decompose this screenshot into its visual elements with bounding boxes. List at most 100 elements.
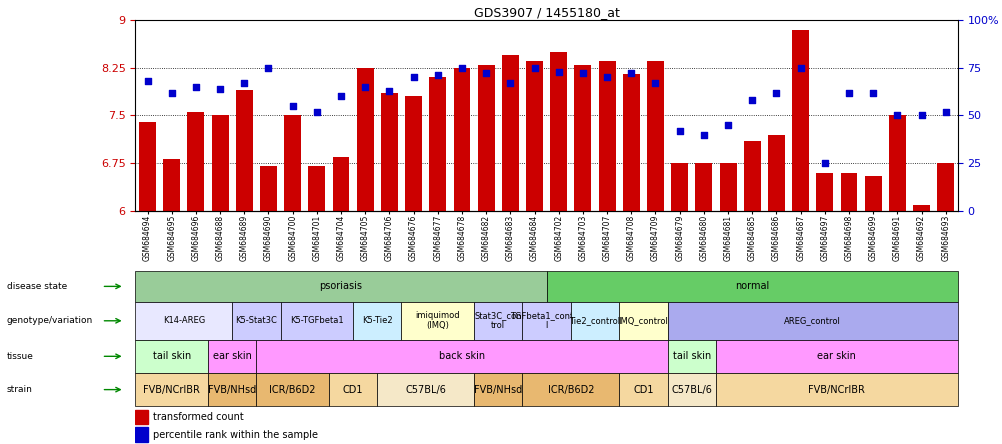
Point xyxy=(429,72,445,79)
Point xyxy=(719,122,735,129)
Point xyxy=(454,64,470,71)
Point xyxy=(865,89,881,96)
Point xyxy=(478,70,494,77)
Point xyxy=(405,74,421,81)
Bar xyxy=(670,163,687,211)
Point xyxy=(236,79,253,87)
Bar xyxy=(501,55,518,211)
Text: FVB/NHsd: FVB/NHsd xyxy=(474,385,522,395)
Bar xyxy=(260,166,277,211)
Bar xyxy=(912,205,929,211)
Point xyxy=(211,85,227,92)
Bar xyxy=(888,115,905,211)
Bar xyxy=(646,61,663,211)
Bar xyxy=(598,61,615,211)
Text: disease state: disease state xyxy=(7,282,67,291)
Text: C57BL/6: C57BL/6 xyxy=(405,385,446,395)
Bar xyxy=(743,141,760,211)
Point xyxy=(502,79,518,87)
Text: K5-Tie2: K5-Tie2 xyxy=(362,316,392,325)
Bar xyxy=(453,67,470,211)
Point xyxy=(309,108,325,115)
Point xyxy=(840,89,856,96)
Point xyxy=(187,83,203,91)
Bar xyxy=(718,163,735,211)
Text: psoriasis: psoriasis xyxy=(320,281,362,291)
Point xyxy=(550,68,566,75)
Text: FVB/NCrIBR: FVB/NCrIBR xyxy=(143,385,200,395)
Bar xyxy=(694,163,711,211)
Bar xyxy=(381,93,398,211)
Text: ear skin: ear skin xyxy=(817,351,856,361)
Point xyxy=(574,70,590,77)
Bar xyxy=(526,61,542,211)
Bar xyxy=(163,159,180,211)
Bar xyxy=(211,115,228,211)
Point xyxy=(768,89,784,96)
Point xyxy=(816,160,832,167)
Point xyxy=(381,87,397,94)
Bar xyxy=(840,173,857,211)
Text: CD1: CD1 xyxy=(343,385,363,395)
Title: GDS3907 / 1455180_at: GDS3907 / 1455180_at xyxy=(473,6,619,19)
Point xyxy=(333,93,349,100)
Text: FVB/NCrIBR: FVB/NCrIBR xyxy=(808,385,865,395)
Point xyxy=(913,112,929,119)
Text: AREG_control: AREG_control xyxy=(784,316,841,325)
Bar xyxy=(429,77,446,211)
Point xyxy=(889,112,905,119)
Text: CD1: CD1 xyxy=(632,385,653,395)
Point xyxy=(622,70,638,77)
Bar xyxy=(235,90,253,211)
Bar xyxy=(187,112,204,211)
Bar xyxy=(792,30,809,211)
Text: percentile rank within the sample: percentile rank within the sample xyxy=(153,429,318,440)
Text: C57BL/6: C57BL/6 xyxy=(670,385,711,395)
Point xyxy=(357,83,373,91)
Point xyxy=(792,64,808,71)
Point xyxy=(261,64,277,71)
Point xyxy=(139,78,155,85)
Text: ICR/B6D2: ICR/B6D2 xyxy=(547,385,593,395)
Bar xyxy=(135,428,148,442)
Text: strain: strain xyxy=(7,385,33,394)
Point xyxy=(937,108,953,115)
Bar xyxy=(550,52,567,211)
Text: TGFbeta1_control
l: TGFbeta1_control l xyxy=(509,311,583,330)
Point xyxy=(743,97,760,104)
Bar xyxy=(333,157,349,211)
Text: imiquimod
(IMQ): imiquimod (IMQ) xyxy=(415,311,460,330)
Text: K14-AREG: K14-AREG xyxy=(162,316,204,325)
Text: K5-TGFbeta1: K5-TGFbeta1 xyxy=(290,316,344,325)
Text: FVB/NHsd: FVB/NHsd xyxy=(207,385,257,395)
Text: tail skin: tail skin xyxy=(672,351,710,361)
Text: ear skin: ear skin xyxy=(212,351,252,361)
Bar xyxy=(864,176,881,211)
Bar xyxy=(768,135,785,211)
Text: Stat3C_con
trol: Stat3C_con trol xyxy=(474,311,521,330)
Bar xyxy=(308,166,325,211)
Text: Tie2_control: Tie2_control xyxy=(569,316,620,325)
Text: tissue: tissue xyxy=(7,352,34,361)
Point xyxy=(163,89,179,96)
Point xyxy=(526,64,542,71)
Bar xyxy=(405,96,422,211)
Bar xyxy=(622,74,639,211)
Text: normal: normal xyxy=(734,281,769,291)
Text: ICR/B6D2: ICR/B6D2 xyxy=(270,385,316,395)
Point xyxy=(285,102,301,109)
Bar xyxy=(135,410,148,424)
Bar xyxy=(477,64,494,211)
Bar xyxy=(816,173,833,211)
Bar xyxy=(284,115,301,211)
Text: K5-Stat3C: K5-Stat3C xyxy=(235,316,277,325)
Bar xyxy=(139,122,156,211)
Bar xyxy=(937,163,953,211)
Bar xyxy=(574,64,591,211)
Text: tail skin: tail skin xyxy=(152,351,190,361)
Point xyxy=(695,131,711,138)
Text: genotype/variation: genotype/variation xyxy=(7,316,93,325)
Point xyxy=(671,127,687,134)
Text: transformed count: transformed count xyxy=(153,412,243,422)
Bar xyxy=(357,67,374,211)
